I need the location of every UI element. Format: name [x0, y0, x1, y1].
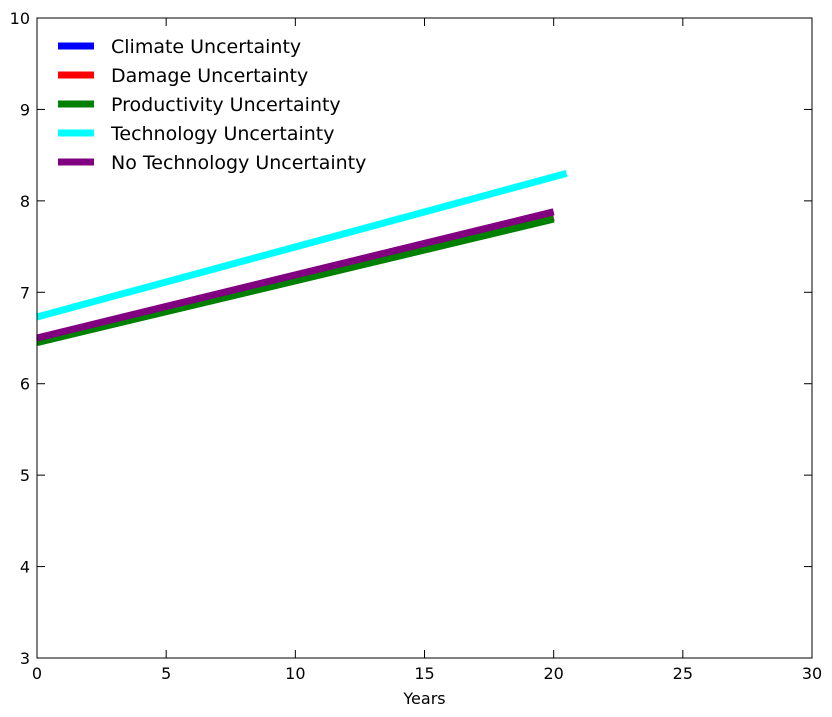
- series-line-technology-uncertainty: [36, 170, 568, 321]
- plot-frame: [36, 17, 813, 659]
- x-tick-label: 25: [673, 664, 693, 683]
- x-tick-label: 30: [802, 664, 822, 683]
- series-layer: [36, 170, 568, 346]
- ticks-layer: 0 5 10 15 20 25 30 3 4 5 6 7 8 9 10: [10, 9, 823, 683]
- legend-label-damage-uncertainty: Damage Uncertainty: [111, 65, 308, 87]
- y-tick-label: 4: [20, 558, 30, 577]
- y-tick-label: 5: [20, 466, 30, 485]
- x-tick-label: 10: [285, 664, 305, 683]
- series-line-no-technology-uncertainty: [36, 208, 555, 342]
- y-tick-label: 10: [10, 9, 30, 28]
- x-tick-label: 20: [543, 664, 563, 683]
- legend: Climate Uncertainty Damage Uncertainty Pro…: [58, 36, 366, 174]
- legend-label-technology-uncertainty: Technology Uncertainty: [110, 123, 334, 145]
- series-line-productivity-uncertainty: [36, 215, 555, 346]
- legend-label-climate-uncertainty: Climate Uncertainty: [111, 36, 301, 58]
- legend-label-productivity-uncertainty: Productivity Uncertainty: [111, 94, 341, 116]
- legend-label-no-technology-uncertainty: No Technology Uncertainty: [111, 152, 366, 174]
- y-tick-label: 6: [20, 375, 30, 394]
- x-axis-label: Years: [402, 689, 445, 708]
- y-tick-label: 9: [20, 100, 30, 119]
- x-tick-label: 15: [414, 664, 434, 683]
- x-tick-label: 0: [32, 664, 42, 683]
- x-tick-label: 5: [161, 664, 171, 683]
- y-tick-label: 8: [20, 192, 30, 211]
- y-tick-label: 7: [20, 283, 30, 302]
- y-tick-label: 3: [20, 649, 30, 668]
